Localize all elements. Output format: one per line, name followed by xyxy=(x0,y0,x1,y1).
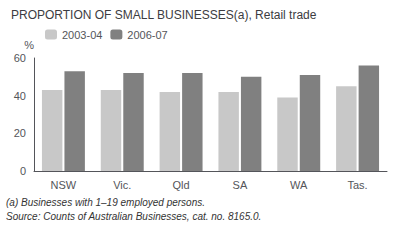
svg-text:Qld: Qld xyxy=(173,179,190,191)
svg-text:Source: Counts of Australian B: Source: Counts of Australian Businesses,… xyxy=(6,211,261,222)
svg-text:Tas.: Tas. xyxy=(347,179,367,191)
svg-text:PROPORTION OF SMALL BUSINESSES: PROPORTION OF SMALL BUSINESSES(a), Retai… xyxy=(11,8,317,22)
svg-text:2003-04: 2003-04 xyxy=(62,29,102,41)
svg-text:2006-07: 2006-07 xyxy=(127,29,167,41)
svg-text:WA: WA xyxy=(290,179,308,191)
svg-text:SA: SA xyxy=(233,179,248,191)
svg-text:NSW: NSW xyxy=(51,179,77,191)
svg-text:(a) Businesses with 1–19 emplo: (a) Businesses with 1–19 employed person… xyxy=(6,197,205,208)
svg-text:60: 60 xyxy=(14,52,26,64)
svg-text:40: 40 xyxy=(14,90,26,102)
svg-text:Vic.: Vic. xyxy=(113,179,131,191)
svg-text:20: 20 xyxy=(14,127,26,139)
svg-text:0: 0 xyxy=(20,165,26,177)
svg-text:%: % xyxy=(24,39,34,51)
